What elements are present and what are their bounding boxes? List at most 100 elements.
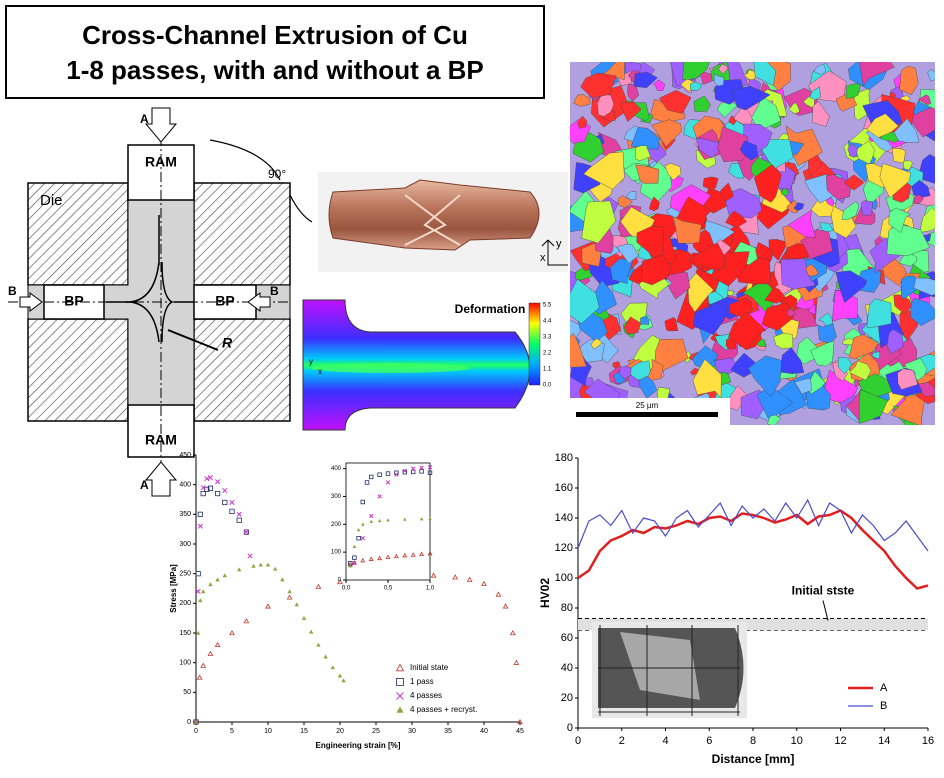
data-point [222, 573, 227, 578]
data-point [364, 480, 370, 485]
data-point [356, 528, 361, 532]
grain [757, 339, 766, 347]
data-point [237, 567, 242, 572]
grain [844, 174, 864, 191]
grain [910, 297, 935, 326]
legend-marker [396, 706, 404, 713]
legend-label: Initial state [410, 663, 449, 672]
grain [664, 317, 679, 331]
hardness-photo [592, 622, 747, 718]
legend-label: A [880, 682, 888, 694]
grain [720, 182, 734, 202]
arrow [144, 461, 178, 497]
grain [581, 200, 616, 244]
data-point [197, 523, 203, 529]
data-point [385, 554, 391, 559]
data-line [577, 498, 929, 552]
y-tick-label: 350 [179, 511, 191, 518]
colorbar-label: 5.5 [543, 303, 552, 309]
data-point [360, 536, 365, 541]
annotation: Initial stste [792, 584, 855, 598]
grain [913, 277, 935, 296]
grain [664, 162, 682, 181]
radius-pointer [167, 329, 219, 351]
grain [793, 202, 805, 212]
data-point [222, 488, 228, 494]
x-tick-label: 5 [230, 728, 234, 735]
y-tick-label: 0 [567, 722, 573, 734]
grain [640, 254, 672, 286]
grain [583, 151, 625, 190]
colorbar-label: 2.2 [543, 351, 552, 357]
label: RAM [145, 432, 177, 448]
grain [808, 303, 816, 315]
data-point [377, 494, 382, 499]
x-tick-label: 0 [194, 728, 198, 735]
grain [764, 286, 787, 304]
grain [753, 164, 782, 203]
x-tick-label: 16 [922, 735, 934, 747]
x-tick-label: 0,0 [342, 586, 351, 592]
data-point [368, 474, 374, 480]
x-tick-label: 8 [750, 735, 756, 747]
data-point [427, 470, 433, 475]
data-point [247, 553, 253, 559]
grain [601, 110, 616, 122]
data-point [427, 465, 433, 470]
data-point [341, 678, 346, 683]
x-tick-label: 15 [300, 728, 308, 735]
data-point [368, 556, 374, 561]
data-point [301, 615, 307, 620]
grain [805, 263, 819, 277]
data-point [452, 574, 459, 580]
data-point [348, 564, 352, 568]
data-point [385, 471, 391, 476]
grain [893, 118, 920, 143]
grain [651, 119, 682, 147]
y-tick-label: 40 [561, 662, 573, 674]
data-point [215, 577, 220, 582]
colorbar [528, 302, 541, 386]
y-tick-label: 300 [331, 494, 342, 500]
x-tick-label: 30 [408, 728, 416, 735]
grain [692, 358, 722, 399]
die-block [193, 182, 291, 286]
label: Die [40, 192, 63, 209]
data-point [258, 562, 263, 567]
data-point [377, 518, 382, 523]
grain [682, 62, 710, 80]
x-tick-label: 10 [791, 735, 803, 747]
grain [635, 164, 660, 184]
grain [673, 216, 702, 244]
y-tick-label: 0 [338, 578, 342, 584]
grain [812, 100, 830, 127]
grain [848, 334, 879, 360]
data-point [204, 476, 210, 482]
data-point [403, 517, 407, 521]
data-point [352, 544, 357, 549]
grain [618, 365, 632, 380]
label: y [556, 238, 562, 250]
data-point [229, 508, 235, 514]
x-tick-label: 40 [480, 728, 488, 735]
y-tick-label: 100 [179, 660, 191, 667]
data-point [394, 472, 399, 477]
grain [648, 196, 660, 212]
x-tick-label: 2 [619, 735, 625, 747]
y-tick-label: 160 [555, 482, 573, 494]
sample [328, 179, 540, 251]
label: BP [64, 293, 83, 309]
scale-line [576, 412, 718, 417]
data-point [200, 662, 207, 668]
data-point [214, 641, 221, 648]
data-point [410, 469, 416, 475]
grain [761, 302, 794, 331]
grain [626, 191, 637, 200]
rotation-arrow [209, 139, 281, 181]
data-point [243, 529, 249, 535]
data-point [251, 563, 256, 568]
grain [813, 63, 826, 75]
data-point [323, 654, 328, 659]
grain [690, 81, 702, 91]
data-point [265, 562, 271, 567]
